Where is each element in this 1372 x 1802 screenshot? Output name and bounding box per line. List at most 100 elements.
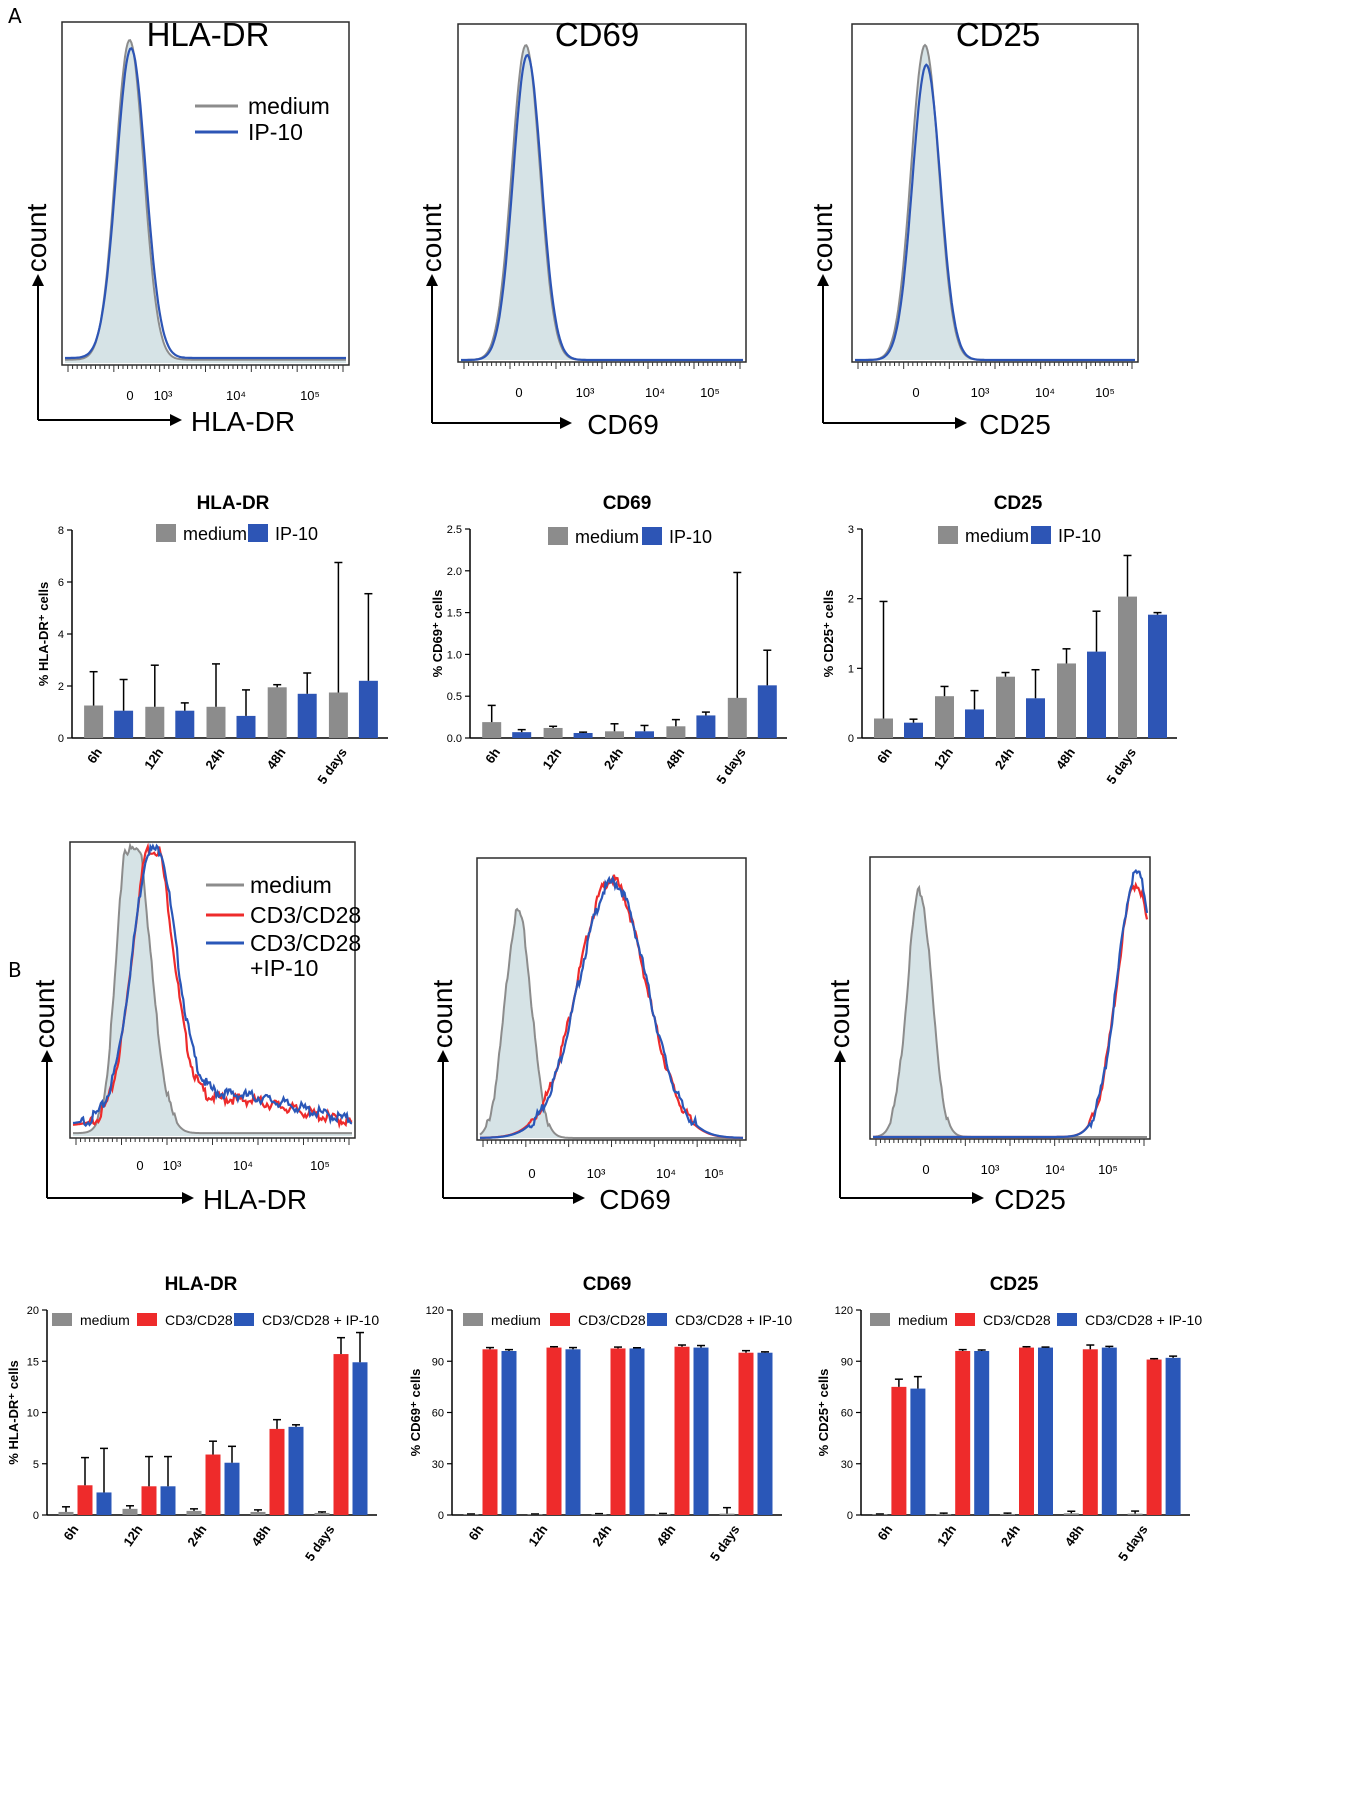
histogram-tick-label: 10³	[163, 1158, 182, 1173]
bar-5-days-medium	[1118, 596, 1137, 738]
bar-48h-cd3-cd28-ip-10	[1101, 1347, 1117, 1515]
histogram-x-label: HLA-DR	[203, 1184, 307, 1215]
histogram-tick-label: 10⁵	[704, 1166, 724, 1181]
legend-swatch	[642, 527, 662, 545]
histogram-y-label: count	[416, 204, 447, 273]
histogram-frame	[851, 23, 1139, 363]
panel-label-b: B	[8, 958, 22, 982]
histogram-B_hist_hla: HLA-DR count 0 10³ 10⁴ 10⁵ medium CD3/CD28CD3/C…	[29, 841, 361, 1215]
histogram-tick-label: 10⁴	[1045, 1162, 1065, 1177]
histogram-tick-label: 10³	[576, 385, 595, 400]
legend-label: medium	[898, 1312, 948, 1328]
histogram-y-label: count	[29, 980, 60, 1049]
histogram-fill-medium	[461, 45, 743, 361]
bar-48h-ip-10	[297, 693, 317, 738]
bar-6h-medium	[58, 1511, 74, 1515]
x-axis-arrowhead	[170, 414, 182, 426]
histogram-tick-label: 0	[922, 1162, 929, 1177]
bar-y-label: % CD25⁺ cells	[816, 1369, 831, 1457]
bar-y-label: % HLA-DR⁺ cells	[36, 582, 51, 686]
bar-48h-cd3-cd28-ip-10	[693, 1347, 709, 1515]
histogram-tick-label: 0	[528, 1166, 535, 1181]
histogram-tick-label: 10⁴	[656, 1166, 676, 1181]
histogram-x-label: CD25	[994, 1184, 1066, 1215]
x-axis-arrowhead	[182, 1192, 194, 1204]
bar-y-tick-label: 4	[58, 629, 64, 641]
legend-label: CD3/CD28	[250, 902, 361, 928]
bar-category-label: 5 days	[1103, 745, 1139, 787]
bar-12h-ip-10	[965, 709, 984, 738]
bar-category-label: 6h	[60, 1522, 81, 1543]
y-axis-arrowhead	[437, 1050, 449, 1062]
bar-category-label: 6h	[874, 745, 895, 766]
legend-label: +IP-10	[250, 955, 318, 981]
bar-category-label: 6h	[874, 1522, 895, 1543]
bar-12h-medium	[543, 727, 563, 738]
bar-y-tick-label: 10	[27, 1408, 39, 1420]
histogram-tick-label: 10⁵	[1095, 385, 1115, 400]
legend-swatch	[870, 1313, 890, 1326]
histogram-line-ip-10	[855, 63, 1135, 362]
bar-12h-medium	[936, 1514, 952, 1515]
bar-chart-title: CD25	[990, 1274, 1039, 1295]
bar-y-tick-label: 3	[848, 524, 854, 536]
histogram-title: HLA-DR	[147, 16, 270, 53]
bar-category-label: 24h	[992, 745, 1017, 772]
bar-6h-cd3-cd28-ip-10	[96, 1492, 112, 1515]
legend-swatch	[1057, 1313, 1077, 1326]
histogram-y-label: count	[21, 204, 52, 273]
bar-category-label: 5 days	[1115, 1522, 1151, 1564]
bar-12h-cd3-cd28-ip-10	[160, 1486, 176, 1515]
bar-5-days-medium	[727, 697, 747, 738]
histogram-tick-label: 10³	[587, 1166, 606, 1181]
bar-24h-cd3-cd28	[1019, 1347, 1034, 1515]
legend-label: IP-10	[1058, 526, 1101, 546]
bar-12h-medium	[935, 696, 954, 738]
bar-5-days-cd3-cd28-ip-10	[352, 1362, 368, 1515]
bar-chart-A_bar_hla: 0 2 4 6 8 HLA-DR % HLA-DR⁺ cells medium IP-10 6h 1…	[36, 493, 388, 787]
bar-y-tick-label: 0	[58, 733, 64, 745]
histogram-tick-label: 0	[136, 1158, 143, 1173]
bar-chart-B_bar_cd69: 0 30 60 90 120 CD69 % CD69⁺ cells medium CD3/CD2…	[408, 1274, 792, 1564]
histogram-fill-medium	[855, 45, 1135, 360]
histogram-title: CD25	[956, 16, 1040, 53]
bar-48h-medium	[1057, 663, 1076, 738]
bar-y-tick-label: 0	[438, 1510, 444, 1522]
legend-label: medium	[250, 872, 332, 898]
legend-swatch	[548, 527, 568, 545]
bar-y-tick-label: 60	[432, 1408, 444, 1420]
bar-y-label: % CD69⁺ cells	[408, 1369, 423, 1457]
bar-category-label: 24h	[998, 1522, 1023, 1549]
histogram-line-medium	[73, 841, 352, 1135]
bar-24h-cd3-cd28-ip-10	[224, 1462, 240, 1515]
histogram-tick-label: 10⁵	[700, 385, 720, 400]
bar-48h-cd3-cd28	[269, 1428, 285, 1515]
bar-y-tick-label: 8	[58, 525, 64, 537]
bar-chart-title: CD69	[603, 493, 652, 514]
bar-24h-medium	[206, 706, 226, 738]
bar-chart-B_bar_hla: 0 5 10 15 20 HLA-DR % HLA-DR⁺ cells medium CD3/C…	[6, 1274, 379, 1564]
y-axis-arrowhead	[41, 1050, 53, 1062]
histogram-tick-label: 10⁴	[1035, 385, 1055, 400]
bar-category-label: 24h	[601, 745, 626, 772]
bar-48h-ip-10	[696, 715, 716, 738]
bar-5-days-medium	[314, 1512, 330, 1515]
bar-24h-ip-10	[635, 731, 654, 738]
bar-5-days-cd3-cd28	[738, 1352, 754, 1515]
bar-6h-ip-10	[114, 710, 134, 738]
bar-y-tick-label: 0	[847, 1510, 853, 1522]
bar-6h-medium	[84, 705, 104, 738]
legend-label: IP-10	[669, 527, 712, 547]
panel-label-a: A	[8, 4, 22, 28]
bar-48h-cd3-cd28	[1082, 1349, 1098, 1515]
bar-category-label: 48h	[653, 1522, 678, 1549]
histogram-A_hist_cd69: CD69 count 0 10³ 10⁴ 10⁵ CD69	[416, 16, 747, 440]
bar-y-tick-label: 1.0	[447, 649, 462, 661]
bar-y-tick-label: 2	[848, 594, 854, 606]
legend-label: CD3/CD28	[250, 930, 361, 956]
histogram-tick-label: 10³	[154, 388, 173, 403]
bar-category-label: 12h	[539, 745, 564, 772]
histogram-fill-medium	[73, 845, 352, 1136]
